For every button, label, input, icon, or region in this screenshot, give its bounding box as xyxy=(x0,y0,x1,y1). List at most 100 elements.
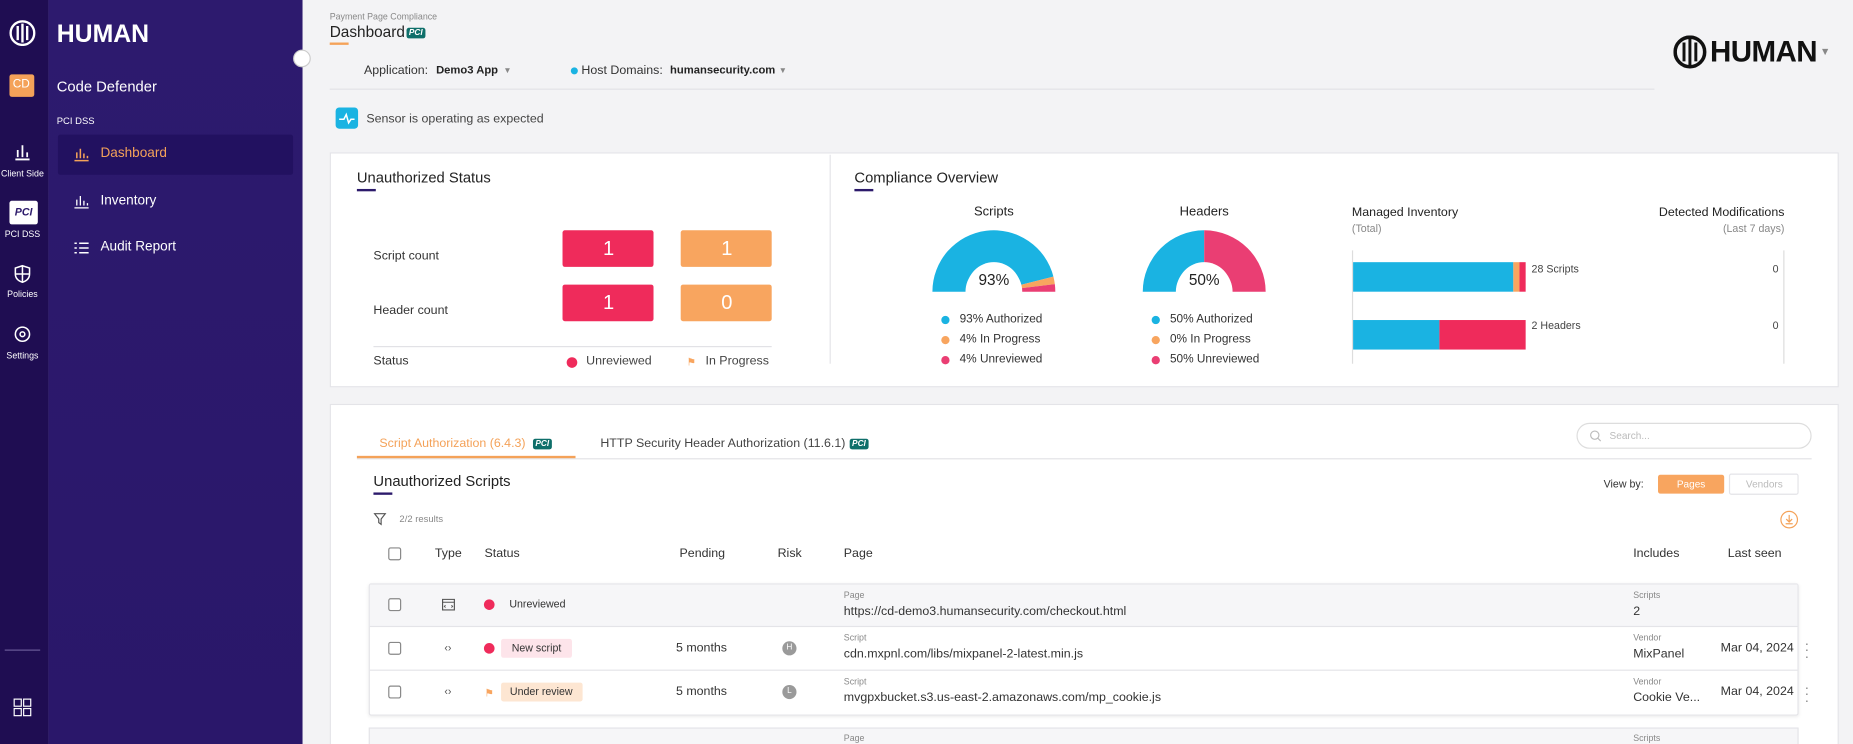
dropdown-arrow[interactable]: ▼ xyxy=(503,67,512,76)
title-underline xyxy=(356,188,376,192)
menu-item[interactable]: Dashboard xyxy=(100,146,167,161)
menu-item-active[interactable] xyxy=(57,134,294,175)
status-dot xyxy=(483,599,495,610)
menu-item[interactable]: Audit Report xyxy=(100,239,177,255)
row-checkbox[interactable] xyxy=(388,598,402,612)
vendor-value: Cookie Ve... xyxy=(1633,690,1701,705)
policies-icon[interactable] xyxy=(13,264,32,284)
rail-label[interactable]: Settings xyxy=(6,350,39,361)
unreviewed-count: 1 xyxy=(603,237,615,260)
in-progress-count: 1 xyxy=(721,237,733,260)
view-button[interactable] xyxy=(1728,473,1799,495)
script-type-icon: ‹› xyxy=(444,641,452,654)
unreviewed-count-box[interactable] xyxy=(562,284,654,322)
row-divider xyxy=(369,625,1798,628)
section-label: PCI DSS xyxy=(56,115,95,127)
brand: HUMAN xyxy=(56,20,150,48)
account-arrow[interactable]: ▼ xyxy=(1819,45,1831,58)
pending-value: 5 months xyxy=(675,684,728,699)
row-label: Header count xyxy=(373,303,448,318)
cell-caption: Script xyxy=(843,632,867,644)
tab-underline xyxy=(356,455,576,459)
row-menu[interactable]: · · · xyxy=(1804,635,1810,665)
column-header[interactable]: Includes xyxy=(1633,546,1680,561)
script-url[interactable]: cdn.mxpnl.com/libs/mixpanel-2-latest.min… xyxy=(843,646,1084,661)
inventory-subtitle: (Total) xyxy=(1351,222,1382,235)
download-button[interactable] xyxy=(1780,510,1799,529)
inventory-bar-label: 2 Headers xyxy=(1531,319,1581,332)
cell-caption: Scripts xyxy=(1633,589,1661,601)
in-progress-count-box[interactable] xyxy=(680,284,772,322)
logo-text[interactable]: HUMAN xyxy=(1710,35,1818,69)
row-checkbox[interactable] xyxy=(388,641,402,655)
legend-dot xyxy=(1151,356,1160,365)
last-seen: Mar 04, 2024 xyxy=(1720,684,1794,699)
in-progress-count-box[interactable] xyxy=(680,230,772,267)
page-url[interactable]: https://cd-demo3.humansecurity.com/check… xyxy=(843,604,1127,619)
header-divider xyxy=(329,88,1655,90)
legend-dot xyxy=(1151,315,1160,325)
search-placeholder: Search... xyxy=(1609,429,1650,442)
product-badge[interactable] xyxy=(9,74,35,97)
settings-icon[interactable] xyxy=(13,325,32,344)
unreviewed-count-box[interactable] xyxy=(562,230,654,267)
script-url[interactable]: mvgpxbucket.s3.us-east-2.amazonaws.com/m… xyxy=(843,690,1162,705)
application-label: Application: xyxy=(363,63,429,78)
status-divider xyxy=(373,346,772,348)
column-header[interactable]: Page xyxy=(843,546,873,561)
row-menu[interactable]: · · · xyxy=(1804,678,1810,709)
pci-icon[interactable] xyxy=(9,200,38,225)
legend-text: 93% Authorized xyxy=(959,312,1043,326)
view-by-label: View by: xyxy=(1603,477,1644,490)
column-header[interactable]: Last seen xyxy=(1727,546,1782,561)
domains-select[interactable]: humansecurity.com xyxy=(670,64,776,78)
pci-badge: PCI xyxy=(406,27,426,39)
dropdown-arrow[interactable]: ▼ xyxy=(778,67,787,76)
section-title: Unauthorized Scripts xyxy=(373,472,511,490)
column-header[interactable]: Pending xyxy=(679,546,726,561)
search-box[interactable] xyxy=(1576,422,1812,449)
apps-icon[interactable] xyxy=(13,698,32,717)
risk-value: L xyxy=(787,687,792,696)
legend-flag: ⚑ xyxy=(686,356,697,368)
menu-icon xyxy=(74,148,89,162)
filter-icon[interactable] xyxy=(373,513,387,526)
section-title: Compliance Overview xyxy=(854,169,999,186)
view-button-text: Pages xyxy=(1676,478,1706,490)
in-progress-count: 0 xyxy=(721,291,733,314)
pending-value: 5 months xyxy=(675,640,728,656)
rail-label[interactable]: Client Side xyxy=(1,168,44,179)
legend-dot xyxy=(566,357,578,368)
includes-value: 2 xyxy=(1633,604,1641,619)
view-button-active[interactable] xyxy=(1658,474,1725,494)
breadcrumb[interactable]: Payment Page Compliance xyxy=(329,11,438,22)
column-header[interactable]: Status xyxy=(484,546,520,561)
rail-label[interactable]: PCI DSS xyxy=(4,228,41,240)
client-side-icon[interactable] xyxy=(13,143,32,162)
column-header[interactable]: Type xyxy=(434,546,462,561)
tab-active[interactable]: Script Authorization (6.4.3) xyxy=(379,436,526,451)
collapse-button[interactable] xyxy=(293,49,311,68)
status-text: Under review xyxy=(509,685,573,698)
group-row[interactable] xyxy=(369,584,1798,626)
tab[interactable]: HTTP Security Header Authorization (11.6… xyxy=(600,436,846,451)
select-all-checkbox[interactable] xyxy=(388,547,402,561)
menu-item[interactable]: Inventory xyxy=(100,193,157,208)
tabs-divider xyxy=(356,458,1812,460)
legend-text: 4% Unreviewed xyxy=(959,353,1043,367)
risk-badge xyxy=(782,641,797,656)
inventory-bar-label: 28 Scripts xyxy=(1531,262,1579,275)
domains-label: Host Domains: xyxy=(581,63,663,78)
legend-dot xyxy=(941,315,950,325)
modifications-subtitle: (Last 7 days) xyxy=(1722,222,1785,235)
legend-text: 50% Unreviewed xyxy=(1169,353,1260,367)
application-select[interactable]: Demo3 App xyxy=(436,64,499,78)
column-header[interactable]: Risk xyxy=(777,546,802,561)
overview-card xyxy=(329,152,1839,388)
rail-label[interactable]: Policies xyxy=(7,288,38,300)
vendor-value: MixPanel xyxy=(1633,646,1685,661)
row-checkbox[interactable] xyxy=(388,685,402,699)
page-title: Dashboard xyxy=(329,22,405,41)
page-type-icon xyxy=(441,598,455,611)
